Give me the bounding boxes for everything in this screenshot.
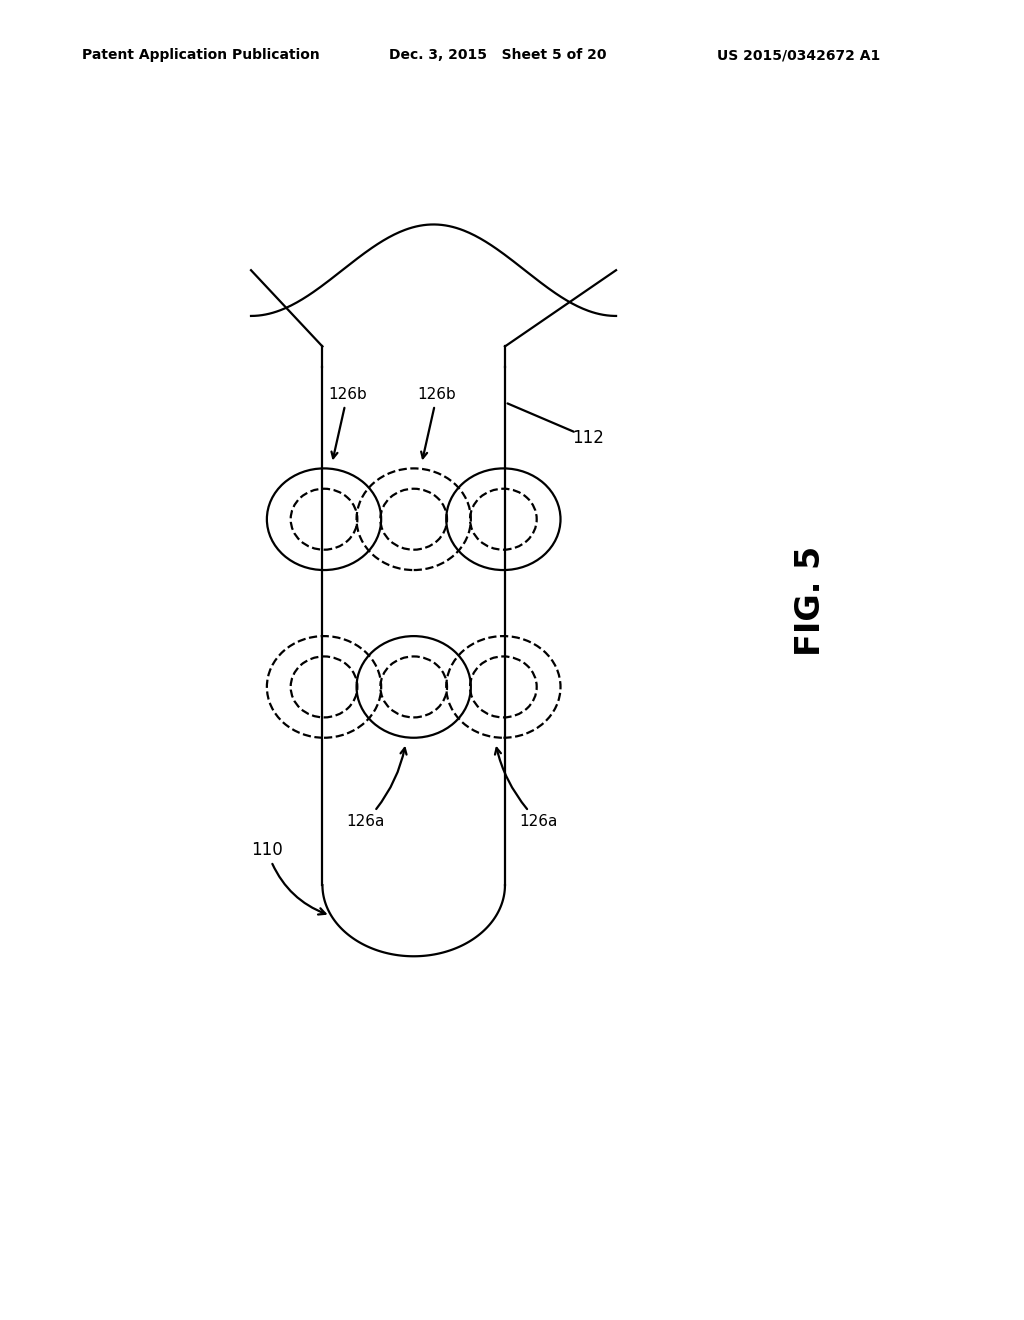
Text: 126b: 126b: [328, 387, 367, 458]
Text: US 2015/0342672 A1: US 2015/0342672 A1: [717, 49, 880, 62]
Text: 126a: 126a: [346, 748, 407, 829]
Text: FIG. 5: FIG. 5: [794, 545, 827, 656]
Text: Patent Application Publication: Patent Application Publication: [82, 49, 319, 62]
Text: 110: 110: [251, 841, 326, 915]
Text: 126b: 126b: [418, 387, 457, 458]
Text: Dec. 3, 2015   Sheet 5 of 20: Dec. 3, 2015 Sheet 5 of 20: [389, 49, 606, 62]
Text: 112: 112: [572, 429, 604, 447]
Text: 126a: 126a: [495, 748, 558, 829]
